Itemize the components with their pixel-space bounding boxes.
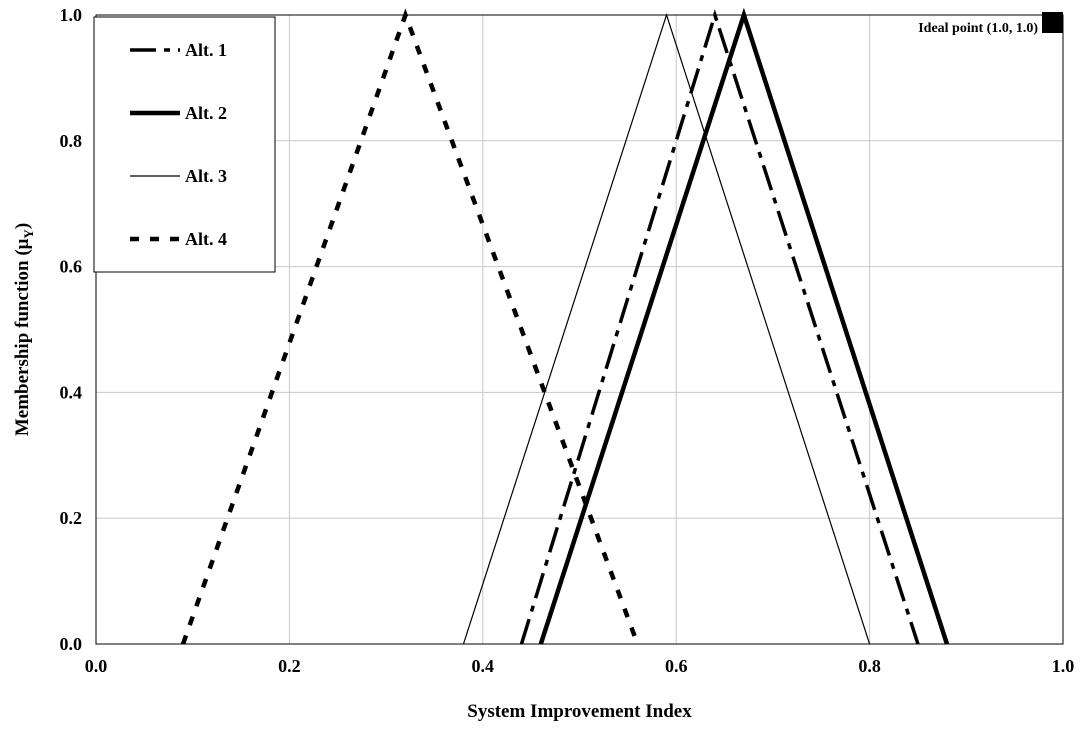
y-axis-title-subscript: Y bbox=[21, 229, 36, 239]
x-axis-title: System Improvement Index bbox=[467, 701, 692, 722]
y-tick-label: 0.8 bbox=[60, 131, 83, 151]
y-tick-label: 0.2 bbox=[60, 508, 83, 528]
x-tick-label: 0.2 bbox=[278, 656, 301, 676]
legend-label: Alt. 1 bbox=[185, 40, 227, 60]
y-axis-tick-labels: 0.0 0.2 0.4 0.6 0.8 1.0 bbox=[60, 5, 83, 654]
series-line-alt-3 bbox=[462, 13, 871, 645]
y-axis-title-close: ) bbox=[12, 223, 33, 229]
plot-area-border bbox=[95, 14, 1064, 645]
ideal-point-marker bbox=[1042, 12, 1063, 33]
legend: Alt. 1 Alt. 2 Alt. 3 Alt. 4 bbox=[93, 16, 276, 273]
y-axis-title-main: Membership function (μ bbox=[12, 238, 33, 436]
y-tick-label: 0.4 bbox=[60, 382, 83, 402]
legend-item-alt-2: Alt. 2 bbox=[130, 103, 227, 123]
y-axis-title: Membership function (μY) bbox=[12, 223, 36, 436]
legend-label: Alt. 4 bbox=[185, 229, 227, 249]
legend-label: Alt. 3 bbox=[185, 166, 227, 186]
legend-label: Alt. 2 bbox=[185, 103, 227, 123]
y-tick-label: 0.0 bbox=[60, 634, 83, 654]
x-tick-label: 0.6 bbox=[665, 656, 688, 676]
x-tick-label: 0.8 bbox=[858, 656, 881, 676]
x-axis-tick-labels: 0.0 0.2 0.4 0.6 0.8 1.0 bbox=[85, 656, 1075, 676]
legend-item-alt-3: Alt. 3 bbox=[130, 166, 227, 186]
ideal-point-annotation: Ideal point (1.0, 1.0) bbox=[918, 12, 1063, 36]
x-tick-label: 1.0 bbox=[1052, 656, 1075, 676]
x-tick-label: 0.4 bbox=[472, 656, 495, 676]
series-line-alt-1 bbox=[519, 9, 920, 645]
legend-item-alt-1: Alt. 1 bbox=[130, 40, 227, 60]
y-tick-label: 0.6 bbox=[60, 257, 83, 277]
legend-item-alt-4: Alt. 4 bbox=[130, 229, 227, 249]
series-lines bbox=[180, 7, 950, 645]
ideal-point-label: Ideal point (1.0, 1.0) bbox=[918, 21, 1038, 36]
x-tick-label: 0.0 bbox=[85, 656, 108, 676]
legend-box bbox=[93, 16, 276, 273]
y-tick-label: 1.0 bbox=[60, 5, 83, 25]
